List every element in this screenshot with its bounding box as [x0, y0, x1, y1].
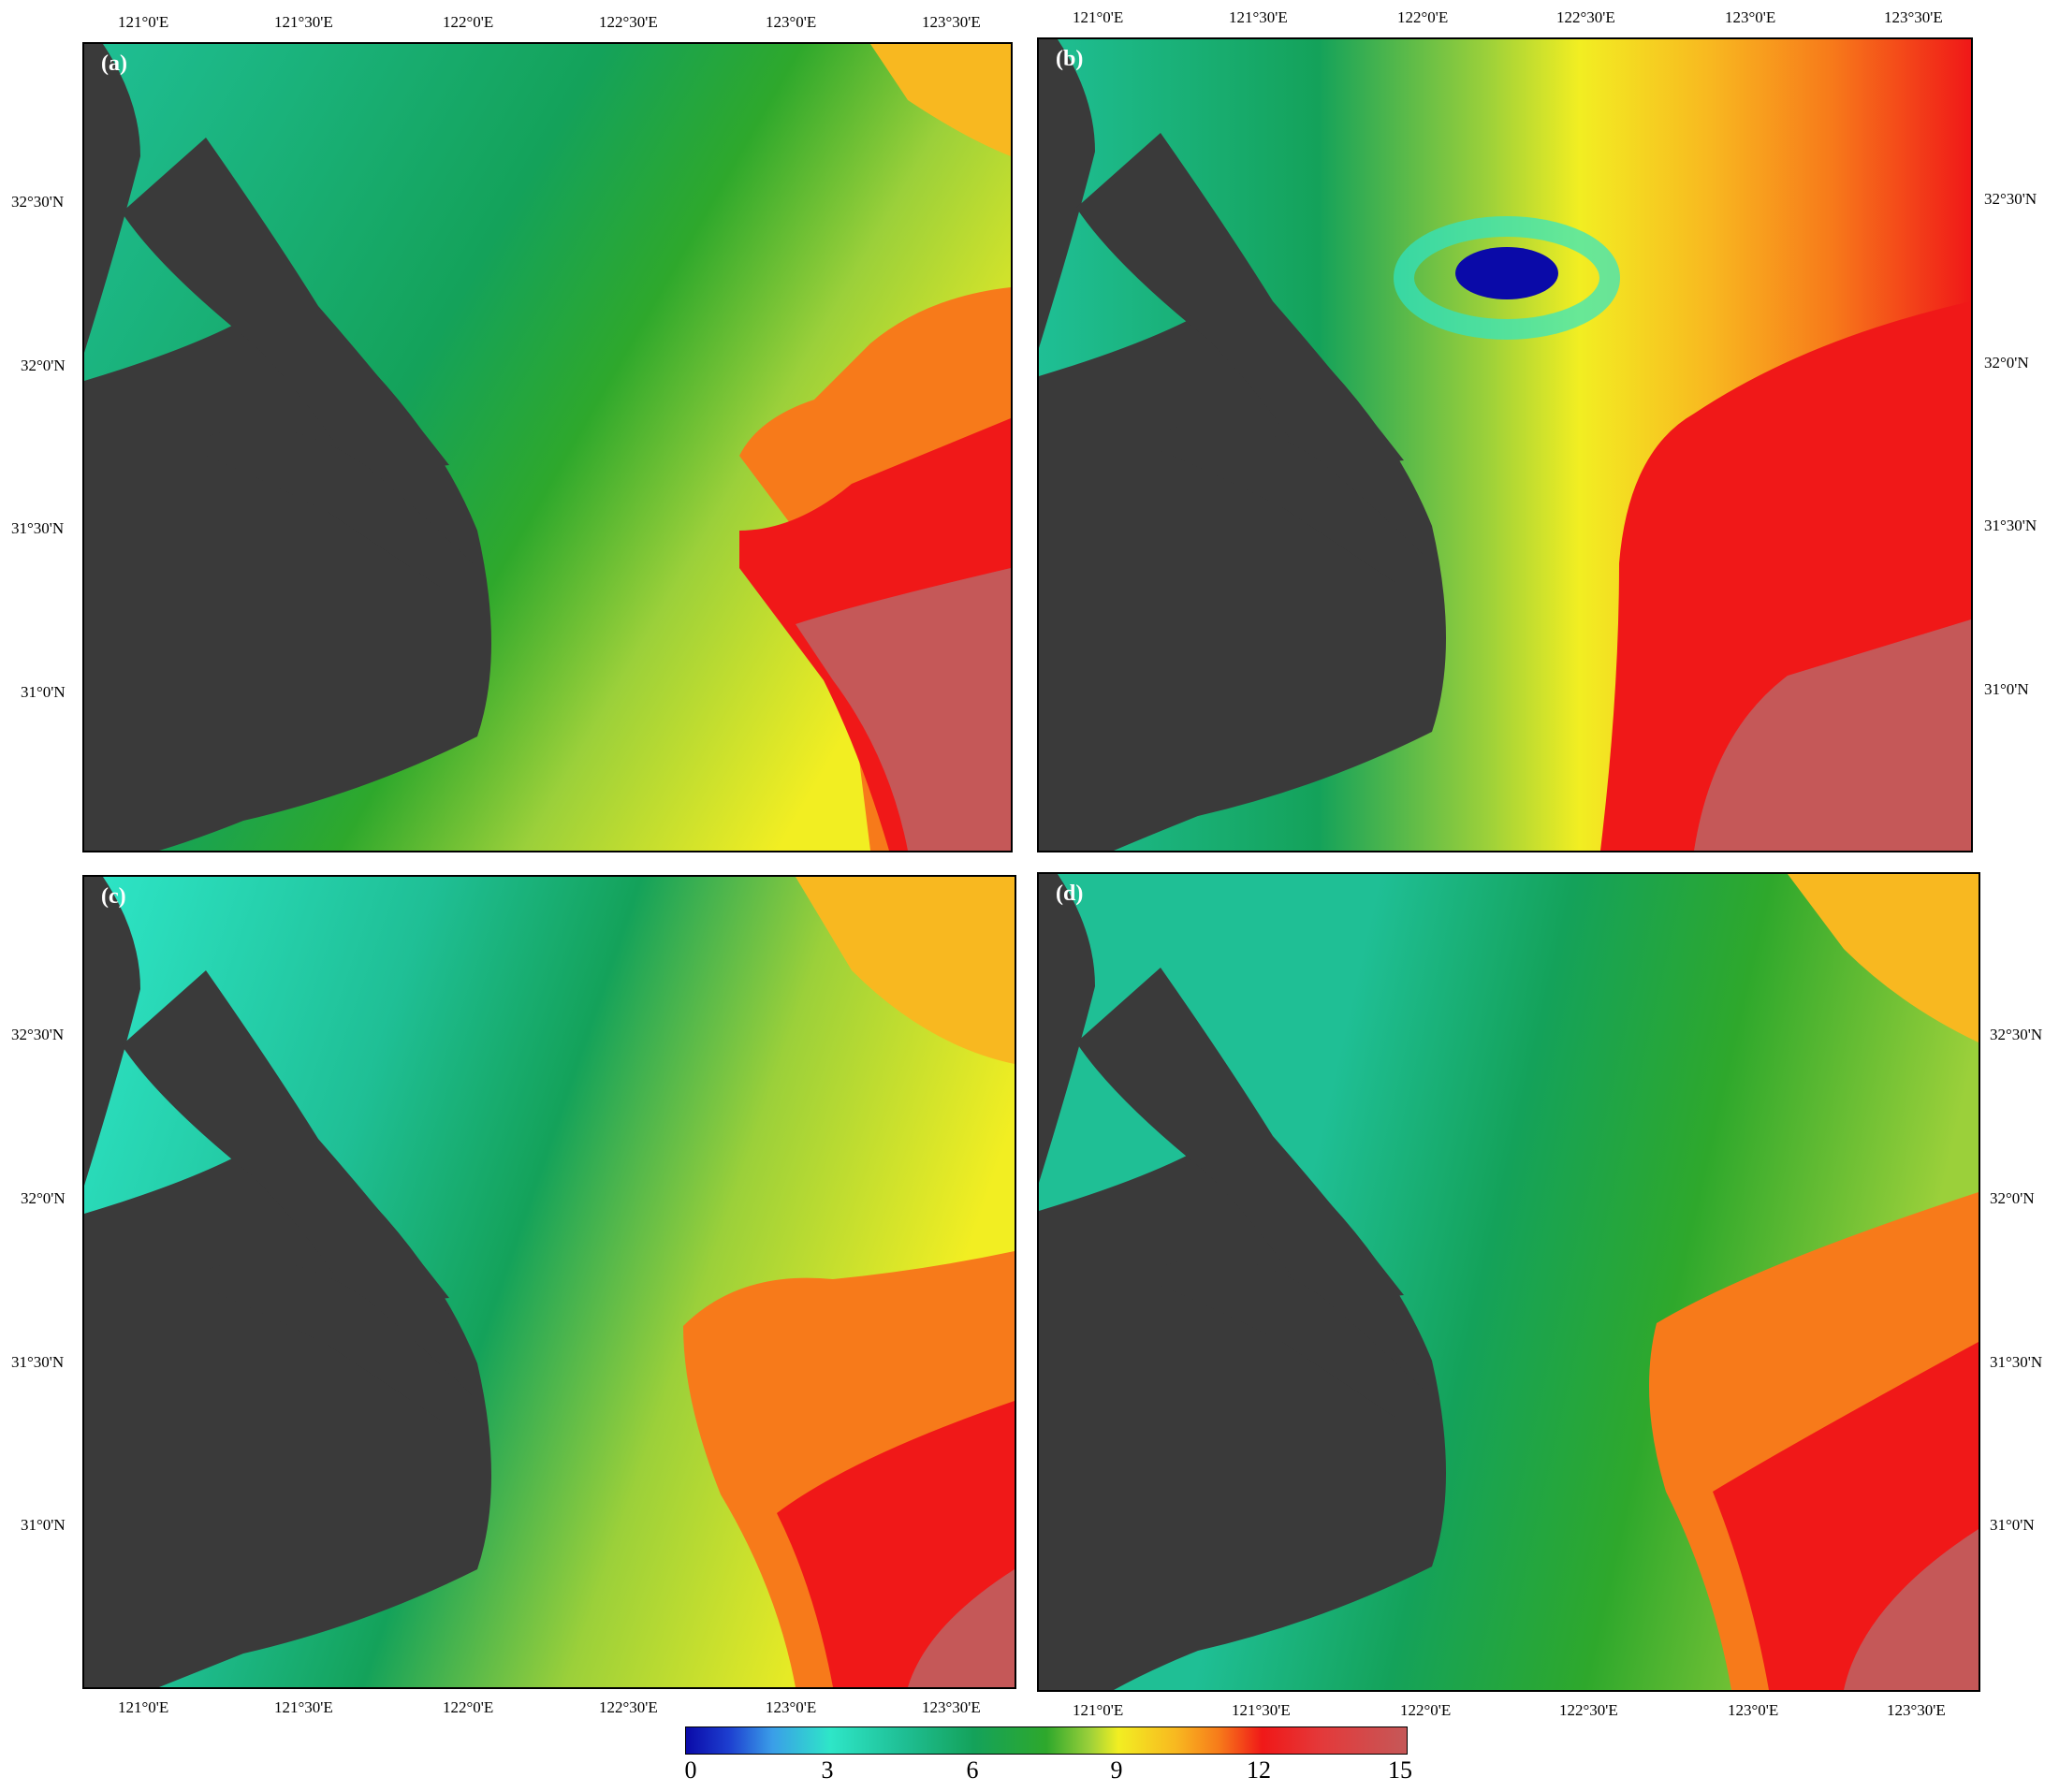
map-panel-a: (a) [82, 42, 1013, 852]
lon-label: 123°0'E [1728, 1701, 1779, 1719]
lat-label: 31°30'N [11, 1353, 65, 1371]
panel-label-d: (d) [1056, 881, 1084, 906]
lon-label: 122°0'E [443, 1698, 494, 1716]
colorbar-tick-label: 12 [1247, 1756, 1271, 1784]
colorbar-tick-label: 15 [1388, 1756, 1412, 1784]
lon-label: 121°0'E [1073, 1701, 1124, 1719]
lat-label: 32°30'N [11, 1026, 65, 1043]
lat-label: 32°0'N [1984, 354, 2029, 372]
lon-label: 123°0'E [766, 1698, 817, 1716]
colorbar-tick-label: 0 [684, 1756, 697, 1784]
colorbar-tick-label: 3 [821, 1756, 834, 1784]
lon-label: 123°30'E [1887, 1701, 1946, 1719]
lat-label: 32°0'N [21, 357, 66, 374]
colorbar-tick-label: 6 [966, 1756, 979, 1784]
map-a-raster [84, 44, 1011, 851]
lat-label: 31°30'N [1990, 1353, 2043, 1371]
panel-label-b: (b) [1056, 47, 1084, 71]
lon-label: 123°30'E [922, 1698, 981, 1716]
lon-label: 122°0'E [1397, 8, 1449, 26]
lon-label: 122°30'E [1559, 1701, 1618, 1719]
lon-label: 123°0'E [766, 13, 817, 31]
lon-label: 121°30'E [1229, 8, 1288, 26]
lon-label: 123°30'E [1884, 8, 1943, 26]
lat-label: 31°30'N [11, 519, 65, 537]
lat-label: 32°30'N [1990, 1026, 2043, 1043]
lon-label: 122°30'E [599, 13, 658, 31]
lat-label: 32°0'N [1990, 1189, 2035, 1207]
lon-label: 122°0'E [443, 13, 494, 31]
lon-label: 123°30'E [922, 13, 981, 31]
map-b-raster [1039, 39, 1971, 851]
panel-label-a: (a) [101, 51, 127, 76]
panel-label-c: (c) [101, 884, 126, 909]
lat-label: 32°30'N [11, 193, 65, 211]
lon-label: 121°30'E [1232, 1701, 1291, 1719]
lat-label: 31°0'N [1984, 680, 2029, 698]
lat-label: 32°30'N [1984, 190, 2037, 208]
lon-label: 121°30'E [274, 13, 333, 31]
lat-label: 31°30'N [1984, 517, 2037, 534]
lon-label: 121°0'E [118, 1698, 169, 1716]
lon-label: 122°0'E [1400, 1701, 1452, 1719]
colorbar-tick-label: 9 [1110, 1756, 1123, 1784]
lon-label: 123°0'E [1725, 8, 1776, 26]
map-panel-c: (c) [82, 875, 1016, 1689]
lon-label: 121°0'E [1073, 8, 1124, 26]
lat-label: 31°0'N [1990, 1516, 2035, 1534]
lon-label: 122°30'E [1556, 8, 1615, 26]
map-panel-b: (b) [1037, 37, 1973, 852]
colorbar [685, 1726, 1408, 1755]
lat-label: 32°0'N [21, 1189, 66, 1207]
lat-label: 31°0'N [21, 683, 66, 701]
lat-label: 31°0'N [21, 1516, 66, 1534]
lon-label: 121°30'E [274, 1698, 333, 1716]
map-panel-d: (d) [1037, 872, 1980, 1692]
lon-label: 121°0'E [118, 13, 169, 31]
map-d-raster [1039, 874, 1979, 1690]
lon-label: 122°30'E [599, 1698, 658, 1716]
map-c-raster [84, 877, 1015, 1687]
